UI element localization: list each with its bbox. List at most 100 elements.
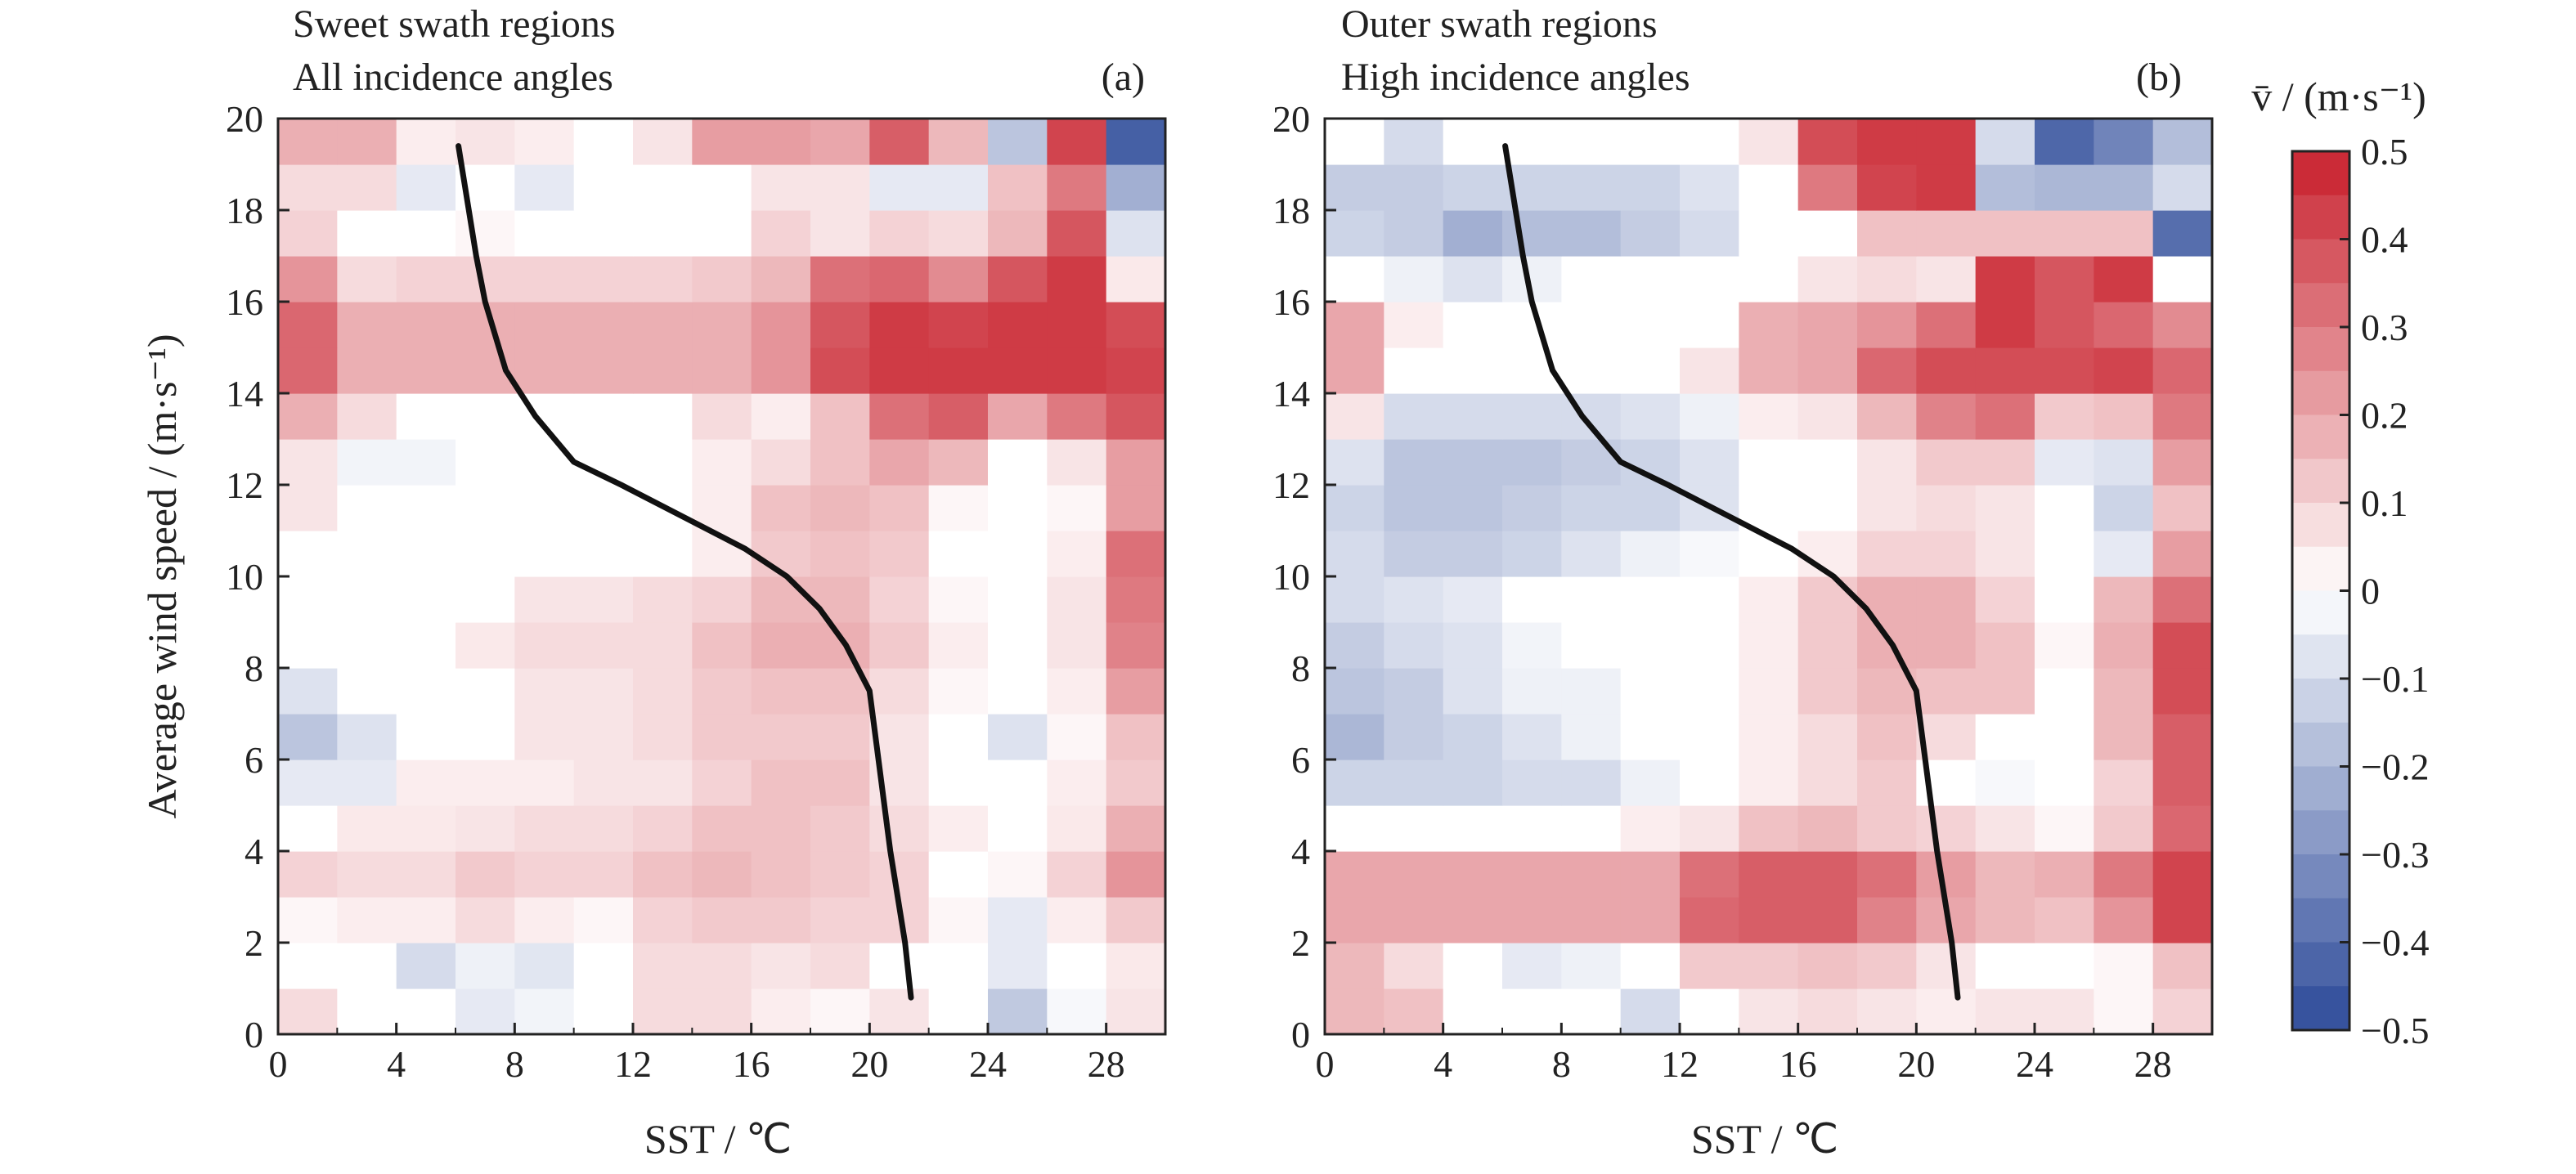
- heatmap-cell: [1325, 393, 1384, 440]
- heatmap-cell: [1680, 256, 1739, 302]
- heatmap-cell: [1916, 943, 1977, 989]
- heatmap-cell: [1384, 851, 1444, 898]
- heatmap-cell: [1561, 302, 1622, 348]
- heatmap-cell: [278, 576, 338, 623]
- heatmap-cell: [1680, 302, 1739, 348]
- heatmap-cell: [2094, 851, 2154, 898]
- heatmap-cell: [1106, 805, 1166, 852]
- heatmap-cell: [1620, 714, 1681, 760]
- heatmap-cell: [337, 347, 397, 394]
- heatmap-cell: [1325, 714, 1384, 760]
- y-tick-label: 12: [1272, 464, 1310, 506]
- heatmap-cell: [2094, 943, 2154, 989]
- heatmap-cell: [1502, 668, 1562, 715]
- heatmap-cell: [1384, 897, 1444, 943]
- heatmap-cell: [1916, 485, 1977, 531]
- heatmap-cell: [1047, 210, 1107, 257]
- heatmap-cell: [1443, 622, 1503, 669]
- heatmap-cell: [337, 805, 397, 852]
- colorbar-tick-label: −0.5: [2361, 1010, 2429, 1051]
- heatmap-cell: [1975, 393, 2035, 440]
- heatmap-cell: [1916, 576, 1977, 623]
- heatmap-cell: [1106, 164, 1166, 211]
- heatmap-cell: [1620, 576, 1681, 623]
- heatmap-cell: [456, 119, 515, 165]
- heatmap-cell: [928, 805, 989, 852]
- heatmap-cell: [2152, 531, 2213, 577]
- heatmap-cell: [1047, 760, 1107, 806]
- colorbar-segment: [2292, 151, 2349, 196]
- heatmap-cell: [456, 622, 515, 669]
- colorbar-segment: [2292, 327, 2349, 372]
- heatmap-cell: [988, 164, 1048, 211]
- heatmap-cell: [810, 760, 870, 806]
- heatmap-cell: [1620, 485, 1681, 531]
- heatmap-cell: [1384, 393, 1444, 440]
- heatmap-cell: [1680, 668, 1739, 715]
- panel-a: Sweet swath regions All incidence angles…: [139, 2, 1167, 1162]
- heatmap-cell: [2035, 760, 2094, 806]
- heatmap-cell: [1502, 714, 1562, 760]
- heatmap-cell: [2094, 714, 2154, 760]
- heatmap-cell: [2094, 988, 2154, 1035]
- y-tick-label: 8: [245, 647, 263, 689]
- panel-a-y-axis: 0 2 4 6 8 10 12 14 16 18 20: [226, 98, 289, 1055]
- heatmap-cell: [1797, 851, 1858, 898]
- heatmap-cell: [573, 668, 634, 715]
- y-tick-label: 6: [245, 739, 263, 781]
- heatmap-cell: [456, 943, 515, 989]
- heatmap-cell: [1739, 302, 1799, 348]
- heatmap-cell: [573, 256, 634, 302]
- heatmap-cell: [1561, 943, 1622, 989]
- heatmap-cell: [1502, 531, 1562, 577]
- heatmap-cell: [396, 485, 456, 531]
- heatmap-cell: [810, 439, 870, 486]
- heatmap-cell: [278, 851, 338, 898]
- heatmap-cell: [692, 256, 752, 302]
- heatmap-cell: [751, 943, 811, 989]
- heatmap-cell: [1857, 210, 1917, 257]
- heatmap-cell: [1106, 393, 1166, 440]
- heatmap-cell: [810, 897, 870, 943]
- heatmap-cell: [1384, 714, 1444, 760]
- heatmap-cell: [573, 897, 634, 943]
- panel-a-heatmap-cells: [278, 119, 1166, 1035]
- heatmap-cell: [869, 668, 930, 715]
- heatmap-cell: [1325, 119, 1384, 165]
- heatmap-cell: [869, 210, 930, 257]
- y-tick-label: 10: [226, 556, 263, 598]
- heatmap-cell: [1680, 760, 1739, 806]
- heatmap-cell: [573, 851, 634, 898]
- heatmap-cell: [1975, 439, 2035, 486]
- heatmap-cell: [1797, 576, 1858, 623]
- colorbar-segment: [2292, 546, 2349, 592]
- heatmap-cell: [1916, 119, 1977, 165]
- heatmap-cell: [278, 393, 338, 440]
- heatmap-cell: [514, 897, 575, 943]
- heatmap-cell: [1620, 622, 1681, 669]
- heatmap-cell: [988, 897, 1048, 943]
- heatmap-cell: [1561, 210, 1622, 257]
- heatmap-cell: [1797, 302, 1858, 348]
- heatmap-cell: [633, 668, 693, 715]
- heatmap-cell: [1106, 576, 1166, 623]
- heatmap-cell: [573, 485, 634, 531]
- heatmap-cell: [928, 576, 989, 623]
- heatmap-cell: [2035, 622, 2094, 669]
- heatmap-cell: [1739, 256, 1799, 302]
- heatmap-cell: [928, 943, 989, 989]
- heatmap-cell: [810, 393, 870, 440]
- heatmap-cell: [1106, 943, 1166, 989]
- heatmap-cell: [514, 622, 575, 669]
- heatmap-cell: [633, 576, 693, 623]
- heatmap-cell: [869, 485, 930, 531]
- heatmap-cell: [2094, 622, 2154, 669]
- heatmap-cell: [988, 988, 1048, 1035]
- heatmap-cell: [1561, 760, 1622, 806]
- heatmap-cell: [1797, 256, 1858, 302]
- panel-b-y-axis: 0 2 4 6 8 10 12 14 16 18 20: [1272, 98, 1336, 1055]
- heatmap-cell: [2152, 988, 2213, 1035]
- heatmap-cell: [1384, 302, 1444, 348]
- panel-a-y-axis-label: Average wind speed / (m·s⁻¹): [139, 334, 185, 818]
- heatmap-cell: [1620, 302, 1681, 348]
